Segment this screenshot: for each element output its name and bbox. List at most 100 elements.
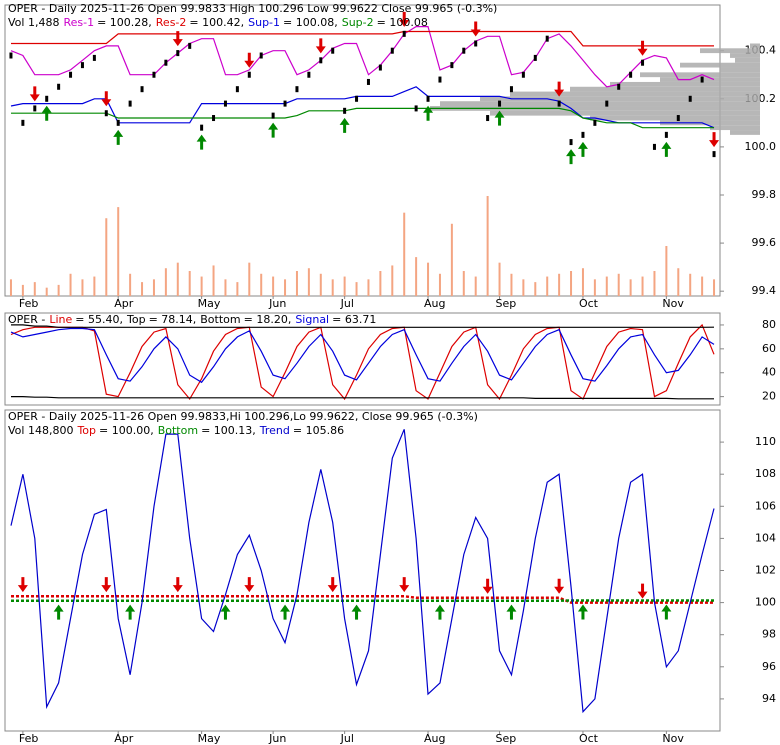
y-tick-label: 94 xyxy=(762,692,776,705)
price-bar xyxy=(104,110,108,117)
price-bar xyxy=(45,95,49,102)
series-line xyxy=(11,30,714,47)
price-bar xyxy=(343,107,347,114)
legend-value: = 100.42, xyxy=(189,16,244,29)
price-bar xyxy=(664,131,668,138)
price-bar xyxy=(80,62,84,69)
buy-arrow xyxy=(423,105,434,121)
x-tick-label: Aug xyxy=(424,732,445,745)
x-tick-label: Aug xyxy=(424,297,445,310)
volume-bar xyxy=(391,265,394,296)
price-bar xyxy=(426,95,430,102)
legend-name: Trend xyxy=(259,424,290,437)
volume-bar xyxy=(212,265,215,296)
price-bar xyxy=(331,47,335,54)
price-bar xyxy=(21,119,25,126)
x-tick-label: Apr xyxy=(114,732,134,745)
sell-arrow xyxy=(399,577,410,593)
panel-title: OPER - Daily 2025-11-26 Open 99.9833 Hig… xyxy=(8,2,497,15)
volume-bar xyxy=(141,282,144,296)
sell-arrow xyxy=(637,583,648,599)
price-bar xyxy=(9,52,13,59)
volume-bar xyxy=(605,276,608,296)
price-bar xyxy=(402,30,406,37)
volume-bar xyxy=(367,279,370,296)
series-line xyxy=(11,594,714,604)
legend-value: = 100.08 xyxy=(377,16,428,29)
volume-bar xyxy=(498,262,501,296)
volume-bar xyxy=(581,268,584,296)
price-bar xyxy=(295,86,299,93)
sell-arrow xyxy=(244,577,255,593)
volume-bar xyxy=(45,287,48,296)
volume-bar xyxy=(236,282,239,296)
volume-bar xyxy=(188,271,191,296)
volume-bar xyxy=(629,279,632,296)
volume-profile-bar xyxy=(660,120,760,126)
price-bar xyxy=(390,47,394,54)
price-bar xyxy=(140,86,144,93)
buy-arrow xyxy=(53,604,64,620)
x-tick-label: Nov xyxy=(662,732,684,745)
volume-bar xyxy=(272,276,275,296)
volume-profile-bar xyxy=(720,67,760,73)
volume-bar xyxy=(379,271,382,296)
x-tick-label: Oct xyxy=(579,297,599,310)
x-tick-label: Apr xyxy=(114,297,134,310)
x-tick-label: Feb xyxy=(19,732,38,745)
volume-profile-bar xyxy=(430,106,760,111)
y-tick-label: 96 xyxy=(762,660,776,673)
x-tick-label: Nov xyxy=(662,297,684,310)
price-bar xyxy=(676,115,680,122)
sell-arrow xyxy=(637,40,648,56)
sell-arrow xyxy=(399,11,410,27)
sell-arrow xyxy=(470,21,481,37)
x-tick-label: May xyxy=(198,297,221,310)
title-text: OPER - Daily 2025-11-26 Open 99.9833,Hi … xyxy=(8,410,478,423)
legend-name: Bottom xyxy=(158,424,198,437)
volume-profile-bar xyxy=(700,48,760,54)
volume-bar xyxy=(81,279,84,296)
price-bar xyxy=(545,35,549,42)
x-tick-label: May xyxy=(198,732,221,745)
legend-name: Signal xyxy=(295,313,329,326)
y-tick-label: 20 xyxy=(762,390,776,403)
buy-arrow xyxy=(661,141,672,157)
price-bar xyxy=(521,71,525,78)
title-text: OPER - Daily 2025-11-26 Open 99.9833 Hig… xyxy=(8,2,497,15)
price-bar xyxy=(283,100,287,107)
volume-profile-bar xyxy=(610,81,760,87)
volume-profile-bar xyxy=(680,62,760,68)
volume-bar xyxy=(689,273,692,296)
volume-bar xyxy=(152,279,155,296)
legend-name: Res-1 xyxy=(63,16,94,29)
volume-bar xyxy=(295,271,298,296)
price-bar xyxy=(223,100,227,107)
volume-bar xyxy=(701,276,704,296)
legend-value: = 63.71 xyxy=(332,313,376,326)
buy-arrow xyxy=(196,134,207,150)
y-tick-label: 99.4 xyxy=(752,284,777,297)
panel-frame xyxy=(4,4,721,297)
volume-bar xyxy=(462,271,465,296)
price-bar xyxy=(486,115,490,122)
volume-profile-bar xyxy=(735,57,760,63)
sell-arrow xyxy=(101,91,112,107)
volume-profile-bar xyxy=(440,101,760,107)
volume-bar xyxy=(21,284,24,296)
volume-bar xyxy=(427,262,430,296)
y-tick-label: 102 xyxy=(755,564,776,577)
sell-arrow xyxy=(554,578,565,594)
price-bar xyxy=(92,54,96,61)
price-bar xyxy=(569,139,573,146)
legend-value: = 100.00, xyxy=(99,424,154,437)
sell-arrow xyxy=(554,81,565,97)
y-tick-label: 108 xyxy=(755,467,776,480)
price-bar xyxy=(259,52,263,59)
sell-arrow xyxy=(172,577,183,593)
buy-arrow xyxy=(351,604,362,620)
y-tick-label: 80 xyxy=(762,318,776,331)
volume-bar xyxy=(284,279,287,296)
volume-bar xyxy=(534,282,537,296)
legend-name: Top xyxy=(126,313,146,326)
